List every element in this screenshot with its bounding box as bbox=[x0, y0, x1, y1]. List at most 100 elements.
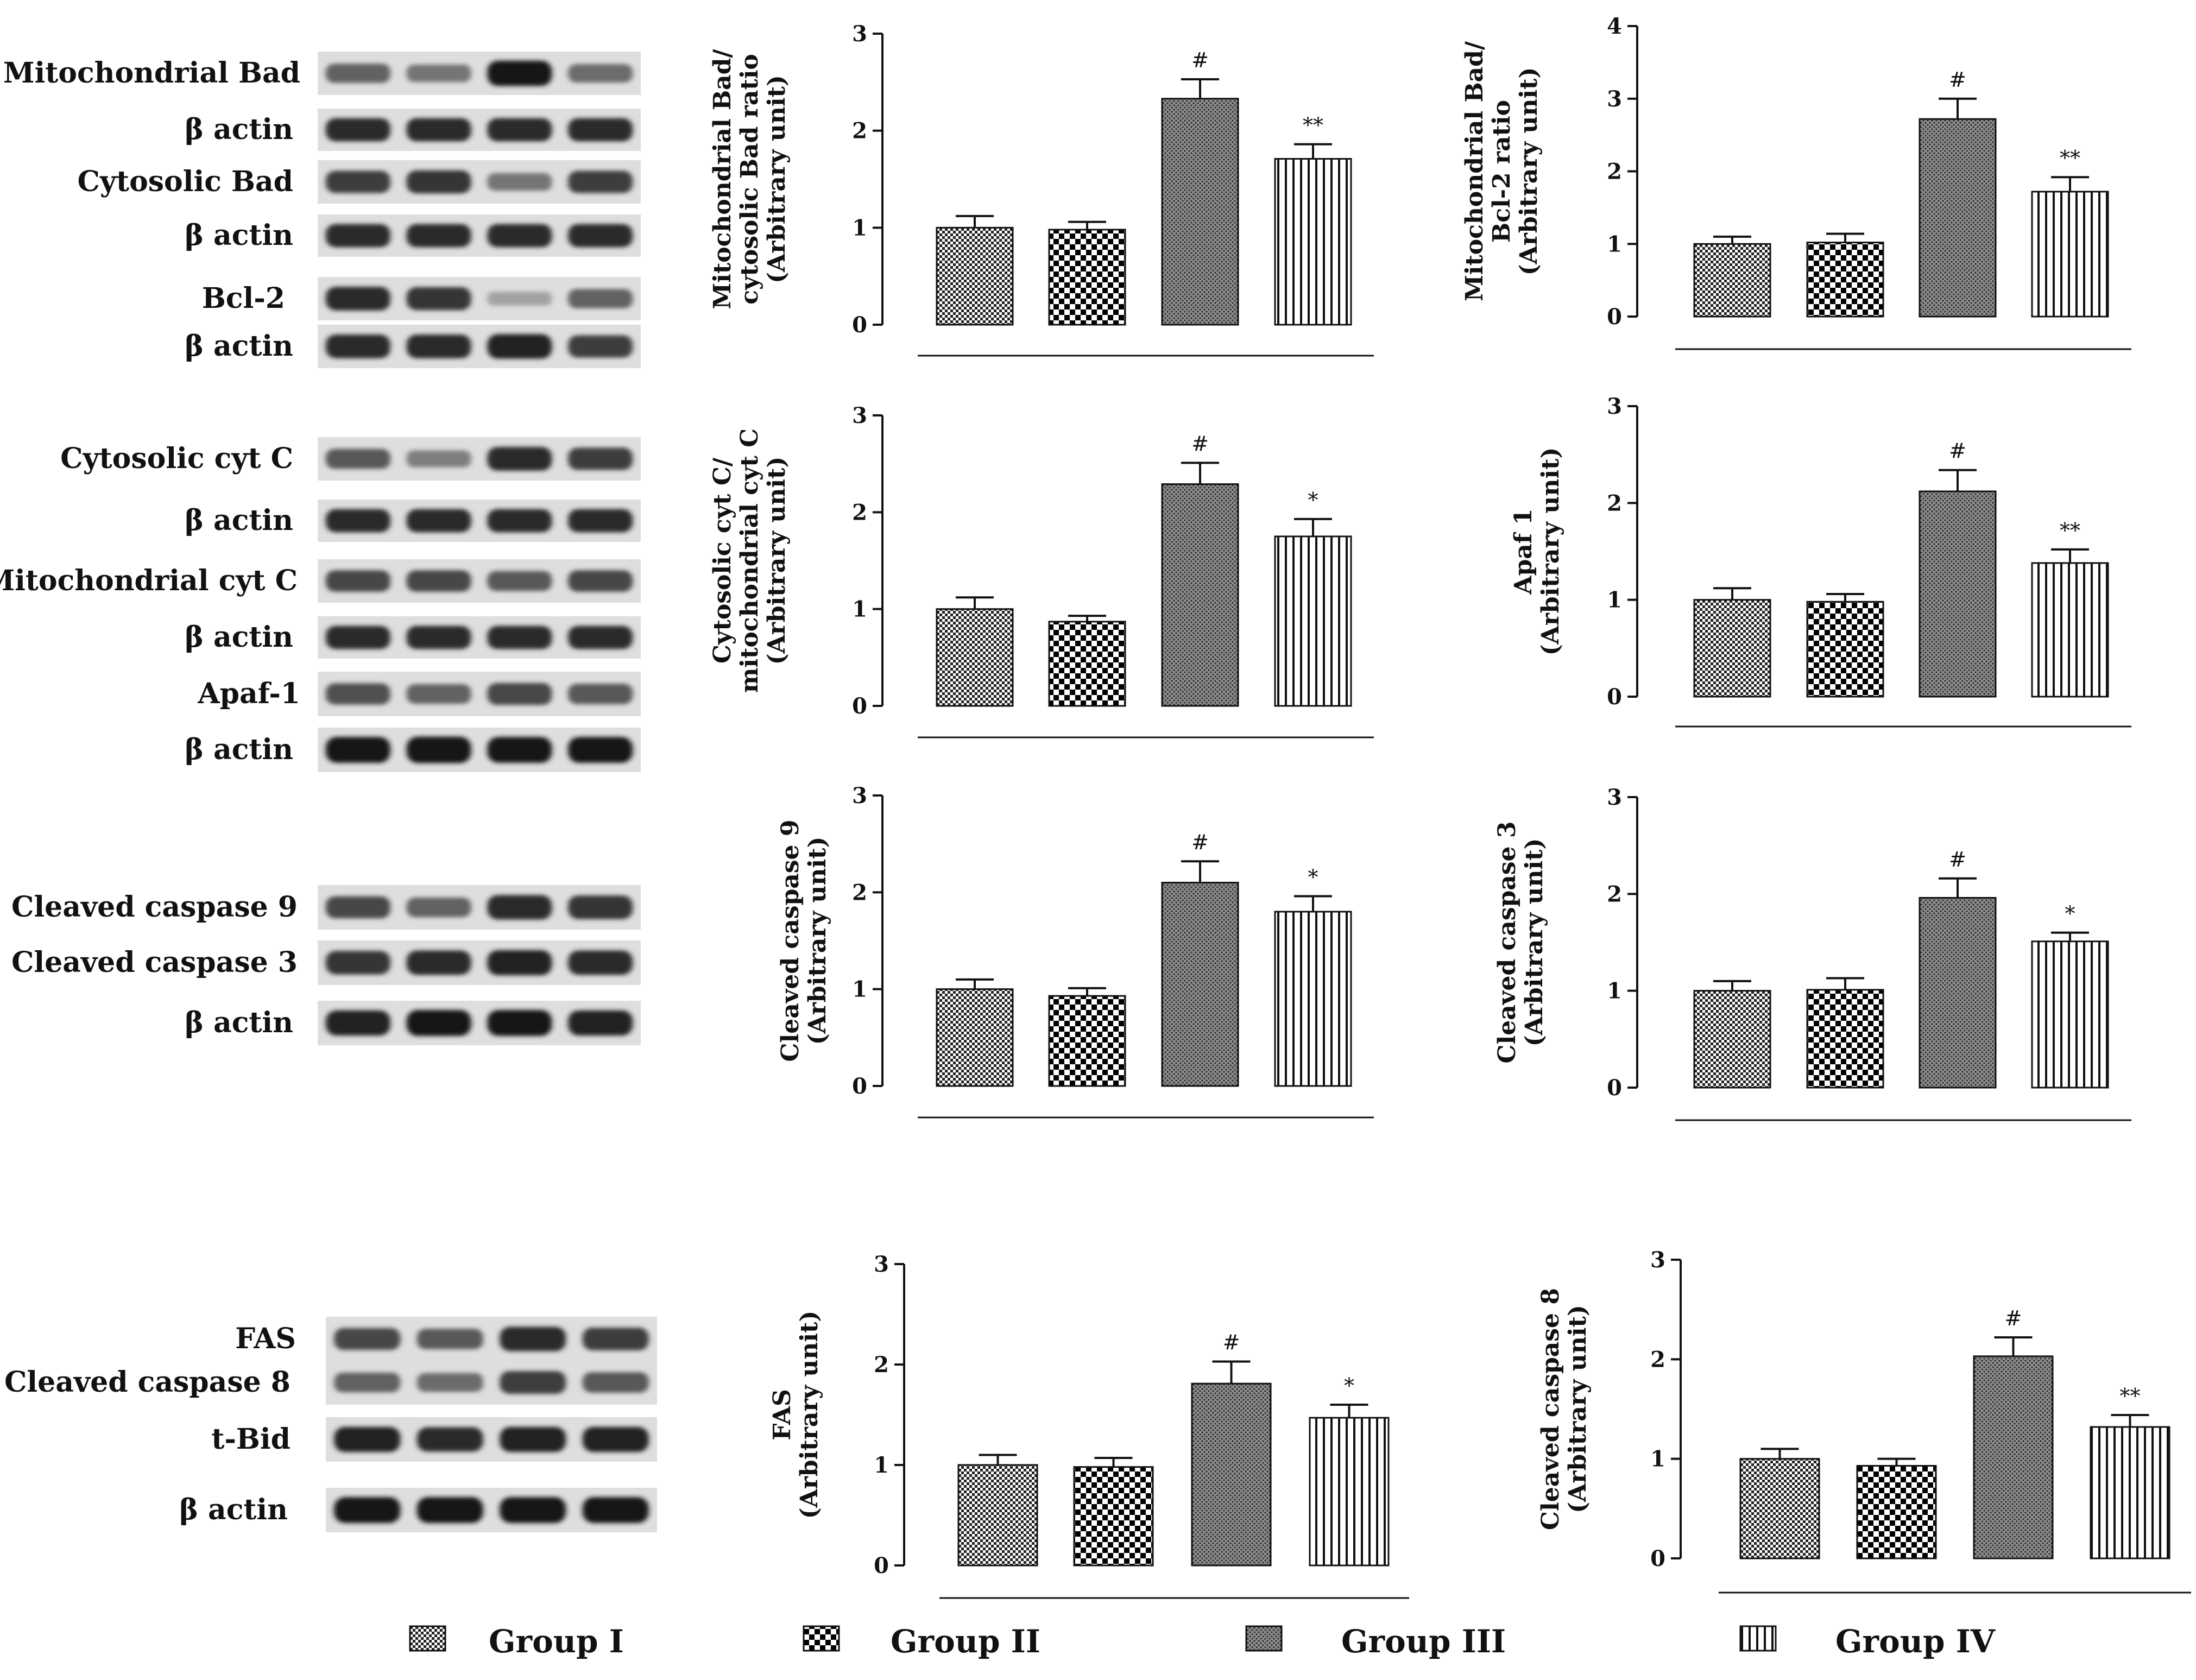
blot-band-lane-1 bbox=[334, 1328, 401, 1350]
blot-band-lane-4 bbox=[568, 570, 633, 592]
blot-label: Cleaved caspase 8 bbox=[4, 1366, 291, 1399]
y-tick-label: 3 bbox=[1650, 1247, 1665, 1273]
bar-rect bbox=[1919, 896, 1997, 1089]
blot-band-lane-2 bbox=[417, 1373, 483, 1392]
bar-chart-2: 0 1 2 3 4 # ** Mitochondrial Bad/Bcl-2 ratio (Ar… bbox=[1461, 14, 2131, 350]
bar-rect bbox=[1856, 1465, 1937, 1559]
blot-band-lane-3 bbox=[487, 683, 552, 705]
y-tick-label: 2 bbox=[852, 880, 867, 905]
blot-label: FAS bbox=[235, 1322, 296, 1355]
bar-rect bbox=[1806, 242, 1884, 318]
y-axis-label: Cytosolic cyt C/mitochondrial cyt C (Arbi… bbox=[709, 428, 791, 693]
blot-band-lane-1 bbox=[325, 1010, 390, 1036]
y-tick-label: 3 bbox=[1607, 86, 1622, 112]
blot-label: Apaf-1 bbox=[197, 677, 300, 710]
y-tick-label: 3 bbox=[852, 403, 867, 428]
blot-row-mitochondrial-bad-0: Mitochondrial Bad bbox=[3, 52, 641, 95]
y-axis-label: Apaf 1 (Arbitrary unit) bbox=[1510, 447, 1564, 656]
y-axis-label: Cleaved caspase 9 (Arbitrary unit) bbox=[777, 820, 831, 1062]
bar-chart-3: 0 1 2 3 # * Cytosolic cyt C/mitochondrial cyt … bbox=[709, 403, 1374, 738]
blot-row-actin-18: β actin bbox=[179, 1488, 657, 1532]
y-axis-label-line: Apaf 1 bbox=[1510, 508, 1537, 595]
y-axis-label-line: (Arbitrary unit) bbox=[1515, 67, 1543, 276]
bar-rect bbox=[1693, 599, 1771, 698]
blot-label: β actin bbox=[185, 504, 293, 537]
legend-swatch bbox=[1739, 1625, 1777, 1652]
blot-band-lane-1 bbox=[325, 224, 390, 248]
bar-group-ii bbox=[1073, 1457, 1154, 1567]
blot-band-lane-2 bbox=[406, 450, 471, 468]
y-tick-label: 2 bbox=[1650, 1347, 1665, 1372]
bar-group-ii bbox=[1856, 1457, 1937, 1559]
blot-row-t-bid-17: t-Bid bbox=[211, 1417, 657, 1462]
legend: Group I Group II Group III Group IV bbox=[409, 1623, 1996, 1660]
blot-row-fas-15: FAS bbox=[235, 1317, 657, 1361]
blot-band-lane-1 bbox=[325, 170, 390, 193]
significance-marker: # bbox=[1191, 432, 1209, 456]
y-axis-label-line: (Arbitrary unit) bbox=[1537, 447, 1564, 656]
y-axis-label-line: (Arbitrary unit) bbox=[763, 75, 791, 283]
y-axis-label-line: (Arbitrary unit) bbox=[1564, 1305, 1592, 1513]
legend-item-group-iv: Group IV bbox=[1739, 1623, 1996, 1660]
blot-band-lane-1 bbox=[325, 626, 390, 649]
blot-band-lane-2 bbox=[406, 224, 471, 248]
legend-label: Group I bbox=[489, 1623, 624, 1660]
significance-marker: ** bbox=[2060, 519, 2080, 542]
y-tick-label: 1 bbox=[1607, 588, 1622, 613]
blot-band-lane-4 bbox=[568, 895, 633, 919]
bar-rect bbox=[1048, 621, 1126, 707]
blot-band-lane-4 bbox=[568, 118, 633, 142]
y-axis-label-line: Mitochondrial Bad/ bbox=[709, 49, 736, 310]
legend-swatch bbox=[803, 1625, 840, 1652]
bar-group-iii: # bbox=[1161, 48, 1239, 326]
blot-row-actin-11: β actin bbox=[185, 728, 641, 772]
bar-group-iii: # bbox=[1919, 439, 1997, 698]
y-tick-label: 1 bbox=[874, 1452, 889, 1478]
y-axis-label-line: Cleaved caspase 3 bbox=[1493, 822, 1521, 1064]
blot-band-lane-4 bbox=[568, 447, 633, 470]
y-tick-label: 0 bbox=[1607, 684, 1622, 710]
bar-rect bbox=[1161, 882, 1239, 1087]
bar-rect bbox=[1274, 157, 1352, 326]
blot-band-lane-3 bbox=[487, 950, 552, 976]
blot-label: Cytosolic Bad bbox=[77, 165, 293, 198]
blot-band-lane-2 bbox=[406, 1010, 471, 1036]
bar-rect bbox=[1973, 1355, 2054, 1559]
significance-marker: # bbox=[1191, 48, 1209, 72]
blot-band-lane-2 bbox=[406, 64, 471, 83]
bar-group-iii: # bbox=[1919, 848, 1997, 1089]
bar-rect bbox=[1739, 1458, 1820, 1559]
y-tick-label: 0 bbox=[852, 693, 867, 719]
blot-band-lane-3 bbox=[500, 1327, 566, 1351]
blot-band-lane-1 bbox=[325, 334, 390, 358]
y-tick-label: 2 bbox=[1607, 881, 1622, 907]
bar-group-iv: * bbox=[1274, 865, 1352, 1087]
blot-band-lane-4 bbox=[582, 1372, 649, 1393]
blot-band-lane-3 bbox=[487, 224, 552, 248]
bar-group-ii bbox=[1806, 232, 1884, 318]
blot-label: β actin bbox=[185, 330, 293, 363]
blot-band-lane-2 bbox=[406, 897, 471, 918]
legend-label: Group IV bbox=[1835, 1623, 1996, 1660]
bar-group-iv: ** bbox=[2090, 1384, 2170, 1559]
y-tick-label: 1 bbox=[1607, 231, 1622, 257]
blot-row-actin-3: β actin bbox=[185, 214, 641, 257]
y-axis-label-line: Cleaved caspase 9 bbox=[777, 820, 804, 1062]
bar-group-ii bbox=[1806, 592, 1884, 698]
bar-group-i bbox=[936, 596, 1014, 707]
blot-band-lane-4 bbox=[568, 509, 633, 533]
bar-group-iv: * bbox=[1309, 1374, 1390, 1567]
y-tick-label: 1 bbox=[1607, 978, 1622, 1004]
blot-row-actin-14: β actin bbox=[185, 1001, 641, 1045]
bar-chart-1: 0 1 2 3 # ** Mitochondrial Bad/cytosolic Bad r… bbox=[709, 21, 1374, 357]
blot-band-lane-2 bbox=[406, 334, 471, 358]
blot-row-actin-1: β actin bbox=[185, 109, 641, 151]
blot-band-lane-4 bbox=[568, 64, 633, 83]
blot-band-lane-3 bbox=[500, 1497, 566, 1523]
y-tick-label: 1 bbox=[852, 215, 867, 241]
bar-rect bbox=[1191, 1382, 1272, 1567]
y-axis-label-line: Cytosolic cyt C/ bbox=[709, 457, 736, 664]
legend-item-group-i: Group I bbox=[409, 1623, 624, 1660]
significance-marker: # bbox=[1949, 68, 1966, 92]
